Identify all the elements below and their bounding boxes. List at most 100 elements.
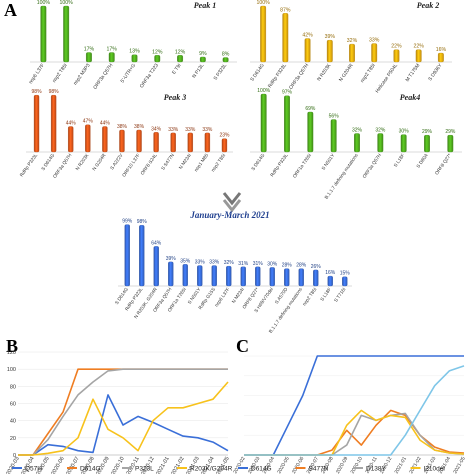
bar [330,119,337,153]
legend-label: D614G [80,466,101,473]
bar-value-label: 13% [129,49,140,55]
bar-category-label: S D614G [40,152,55,171]
bar-value-label: 12% [175,49,186,55]
bar [177,55,183,63]
x-tick-label: 2021-02 [408,456,422,474]
y-tick-label: 20 [10,436,16,442]
x-tick-label: 2020-07 [65,456,80,474]
bar-value-label: 28% [296,263,307,269]
bar-value-label: 15% [340,271,351,277]
bar-value-label: 100% [37,0,51,6]
bar-value-label: 39% [166,256,177,262]
bar-value-label: 9% [199,51,207,57]
bar [377,133,384,153]
legend-label: S477N [309,466,329,473]
panel-label-b: B [6,336,18,356]
bar [154,55,161,63]
bar-value-label: 38% [134,124,145,130]
bar-charts: Peak 1 100% nsp6 L37F 100% nsp2 T85I 17% nsp2 … [19,0,462,334]
bar-category-label: S T716I [333,287,346,303]
bar-value-label: 28% [282,263,293,269]
bar [182,264,188,287]
bar-value-label: 98% [49,89,60,95]
bar [119,129,125,153]
bar [50,95,57,153]
bar-value-label: 98% [32,89,43,95]
bar [326,40,333,63]
bar [354,133,360,153]
bar-value-label: 16% [325,270,336,276]
bar-value-label: 32% [347,38,358,44]
bar [153,246,159,287]
bar-value-label: 31% [253,261,264,267]
y-tick-label: 120 [7,350,16,356]
y-tick-label: 40 [10,419,16,425]
bar [349,43,355,63]
bar-category-label: N M234I [178,153,192,170]
bar [327,275,333,287]
bar-category-label: N P13L [191,62,205,79]
bar-category-label: ORF3a Q57H [288,62,310,90]
bar [63,5,70,63]
bar-category-label: M T175M [405,63,422,83]
bar [282,13,289,63]
bar-value-label: 33% [185,127,196,133]
bar-value-label: 29% [445,129,456,135]
bar [415,49,422,63]
bar [85,124,91,153]
bar-value-label: 99% [122,219,133,225]
bar [307,111,314,153]
bar-value-label: 33% [168,127,179,133]
bar-category-label: E T9I [171,63,183,76]
bar-value-label: 17% [84,46,95,52]
bar-category-label: S S477N [160,153,175,171]
y-tick-label: 0 [13,453,16,459]
bar-category-label: ORF3a Q57H [92,62,114,90]
chevron-down-icon [222,192,242,213]
x-tick-label: 2020-06 [291,456,305,474]
bar-value-label: 98% [137,219,148,225]
bar-category-label: nsp2 T85I [210,153,226,173]
bar-value-label: 33% [202,127,213,133]
bar [260,5,267,63]
bar-category-label: RdRp P323L [19,152,39,177]
bar-category-label: ORF3a T223 [139,62,160,89]
bar-value-label: 100% [256,0,270,6]
bar [221,138,228,153]
bar [199,56,206,63]
bar-category-label: N G204R [91,152,107,171]
bar [168,261,174,287]
legend-label: R203K/G204R [190,466,233,473]
bar-category-label: nsp2 T85I [51,63,68,84]
bar [170,132,176,153]
bar-category-label: S A222V [109,152,124,171]
x-tick-label: 2020-05 [276,456,290,474]
bar [424,135,430,153]
bar-category-label: nsp2 M3P3 [72,62,91,86]
bar-chart-title: Peak 2 [417,1,439,10]
x-tick-label: 2020-10 [110,456,125,474]
bar-category-label: Helicase P504L [375,62,400,94]
bar [447,135,454,153]
bar [342,276,348,287]
bar-category-label: N M234I [231,287,245,304]
bar-value-label: 64% [151,240,162,246]
bar-category-label: S N501Y [187,286,202,305]
bar [284,95,290,153]
bar [131,54,138,63]
bar-value-label: 56% [329,114,340,120]
x-tick-label: 2021-01 [155,456,170,474]
bar-value-label: 17% [107,46,118,52]
legend-label: I210del [424,466,446,473]
bar-value-label: 30% [399,129,410,135]
bar-category-label: ORF3a Q57H [52,153,73,179]
bar [255,266,261,287]
x-tick-label: 2020-03 [5,456,20,474]
bar [260,93,267,153]
bar-category-label: N G204R [338,62,355,83]
bar-value-label: 35% [180,258,191,264]
bar-category-label: ORF8 Q27* [434,153,452,176]
series-line [18,394,229,456]
